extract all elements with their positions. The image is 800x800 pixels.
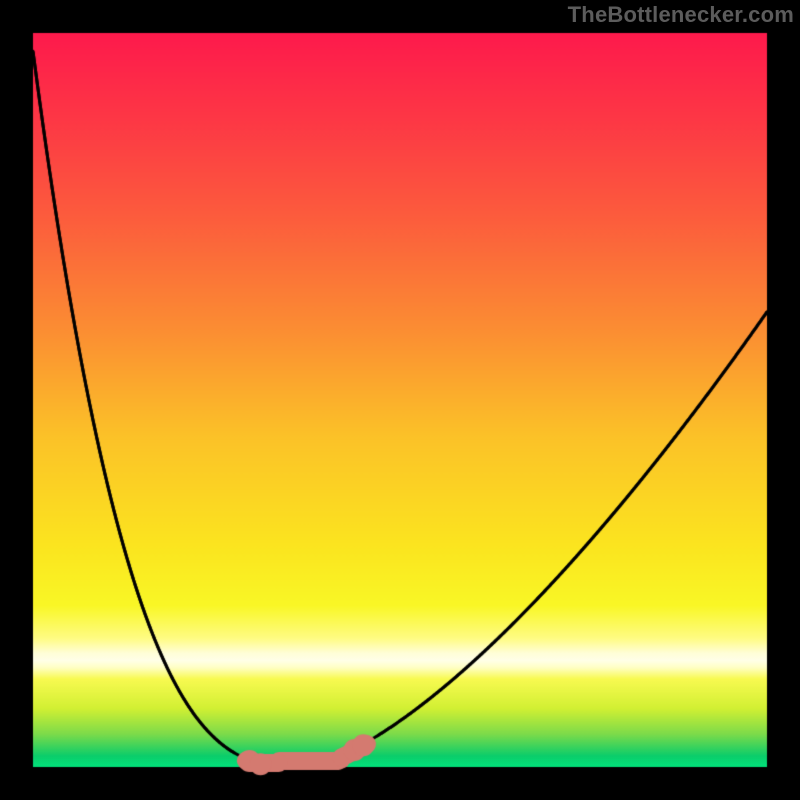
attribution-text: TheBottlenecker.com xyxy=(568,2,794,28)
bottleneck-chart xyxy=(0,0,800,800)
